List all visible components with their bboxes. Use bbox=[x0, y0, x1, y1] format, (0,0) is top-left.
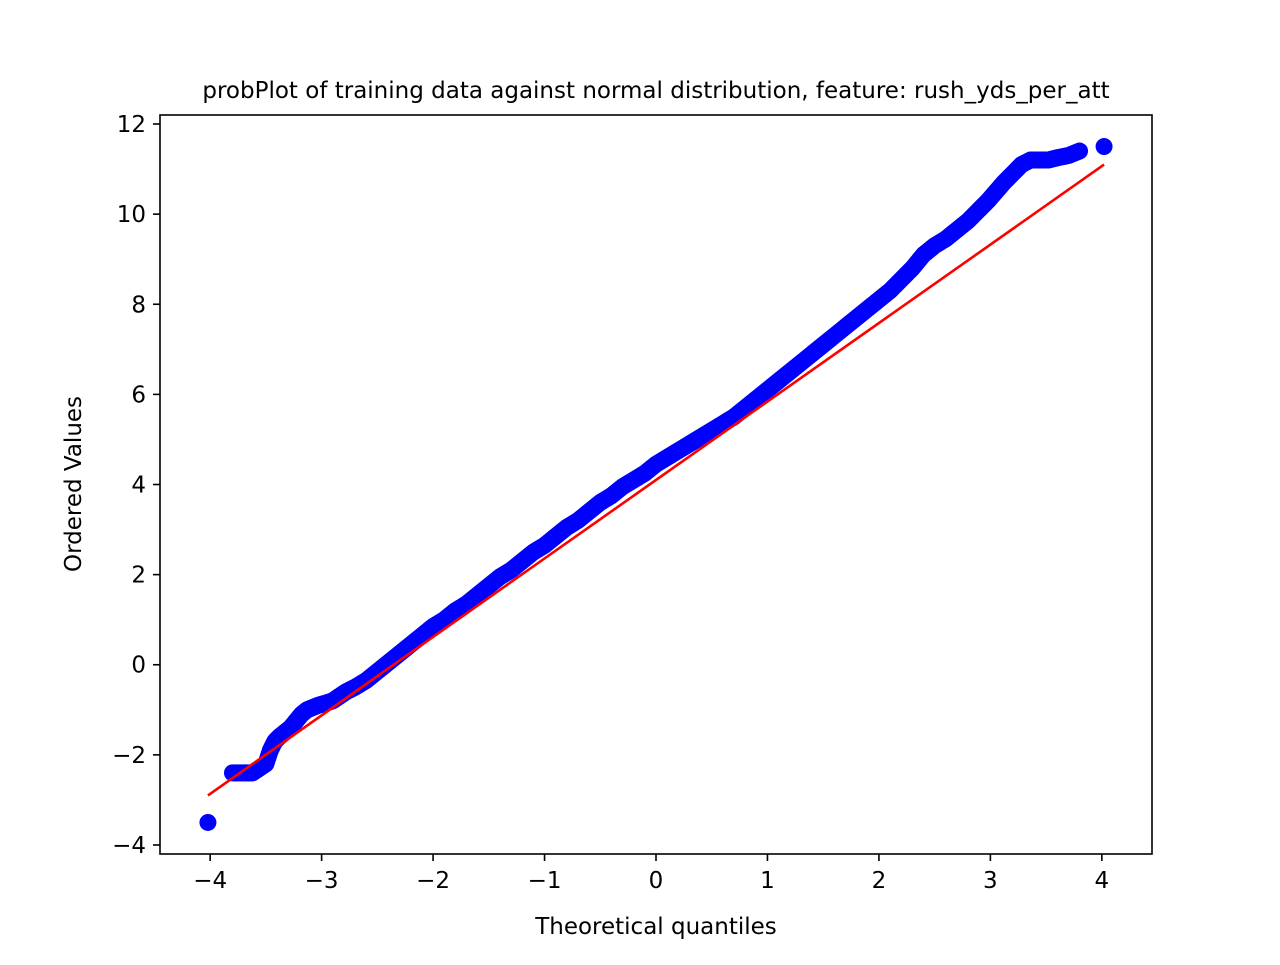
plot-area bbox=[199, 138, 1113, 831]
data-point bbox=[199, 813, 217, 831]
x-tick-label: 0 bbox=[649, 868, 664, 894]
y-tick-label: 0 bbox=[131, 653, 146, 679]
y-tick-label: 2 bbox=[131, 563, 146, 589]
line-top-layer bbox=[207, 163, 1105, 797]
x-axis-ticks: −4 −3 −2 −1 0 1 2 3 4 bbox=[193, 854, 1109, 894]
x-tick-label: 2 bbox=[872, 868, 887, 894]
y-tick-label: 12 bbox=[117, 112, 146, 138]
x-tick-label: −2 bbox=[416, 868, 450, 894]
x-tick-label: −3 bbox=[305, 868, 339, 894]
data-point bbox=[1095, 138, 1113, 156]
x-tick-label: 4 bbox=[1095, 868, 1110, 894]
y-tick-label: −4 bbox=[112, 833, 146, 859]
x-axis-label: Theoretical quantiles bbox=[534, 914, 777, 940]
data-point bbox=[1071, 142, 1089, 160]
x-tick-label: 3 bbox=[983, 868, 998, 894]
x-tick-label: −1 bbox=[528, 868, 562, 894]
y-axis-ticks: −4 −2 0 2 4 6 8 10 12 bbox=[112, 112, 160, 859]
y-tick-label: 10 bbox=[117, 202, 146, 228]
y-tick-label: 8 bbox=[131, 292, 146, 318]
y-tick-label: 6 bbox=[131, 382, 146, 408]
fit-line bbox=[207, 163, 1105, 797]
y-tick-label: −2 bbox=[112, 743, 146, 769]
y-tick-label: 4 bbox=[131, 473, 146, 499]
x-tick-label: −4 bbox=[193, 868, 227, 894]
chart-title: probPlot of training data against normal… bbox=[202, 78, 1109, 104]
y-axis-label: Ordered Values bbox=[61, 396, 87, 572]
x-tick-label: 1 bbox=[760, 868, 775, 894]
